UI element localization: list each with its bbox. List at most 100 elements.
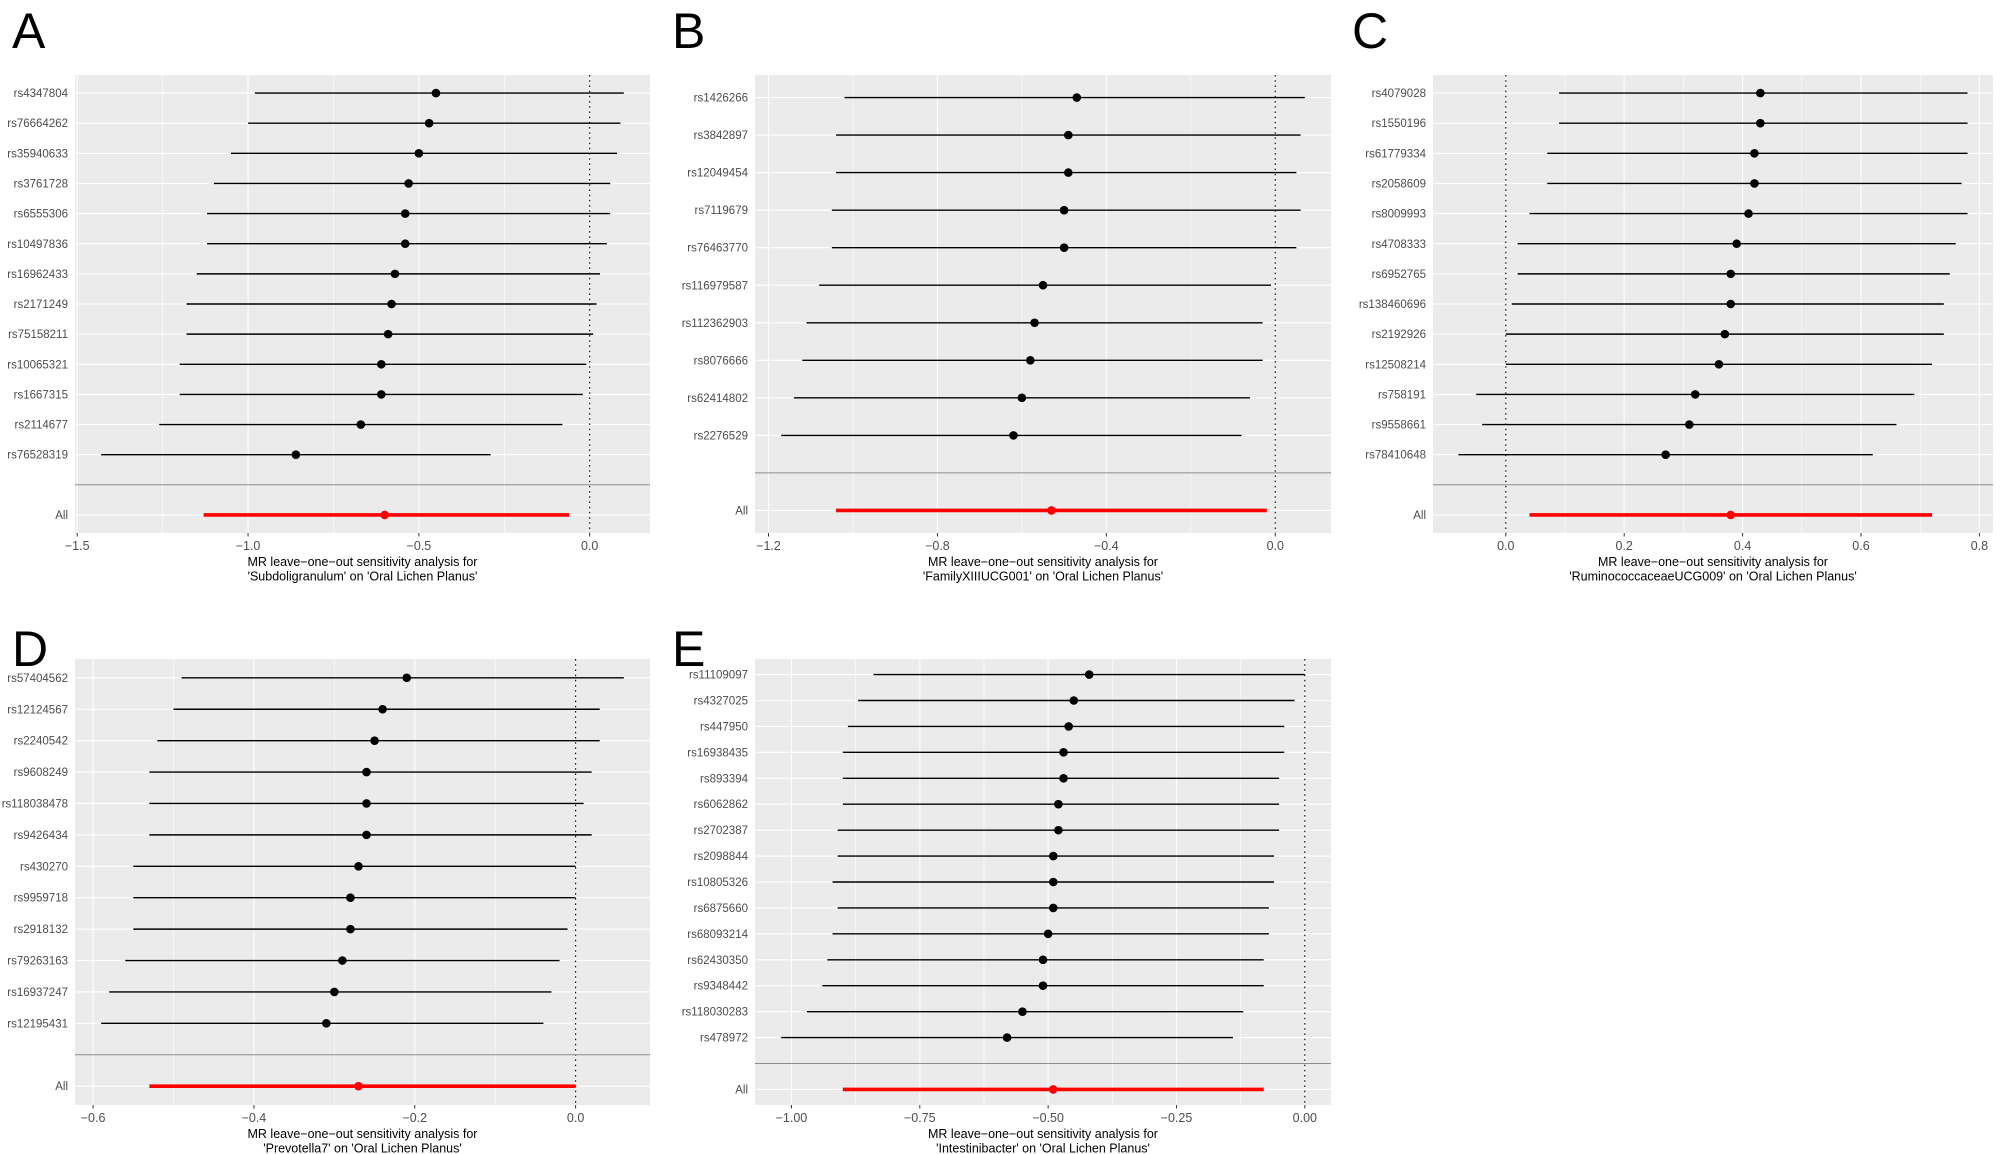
x-tick-label: −1.00 [776, 1111, 808, 1125]
snp-label: rs2240542 [14, 736, 68, 748]
snp-label: rs6555306 [14, 209, 68, 221]
snp-label: rs4708333 [1372, 239, 1426, 251]
snp-label: rs10497836 [7, 239, 68, 251]
snp-label: rs61779334 [1365, 148, 1426, 160]
snp-label: rs138460696 [1359, 299, 1426, 311]
point-estimate [1064, 722, 1073, 731]
point-estimate [414, 149, 424, 158]
snp-label: rs12508214 [1365, 359, 1426, 371]
all-label: All [55, 1081, 68, 1093]
snp-label: rs2192926 [1372, 329, 1426, 341]
x-tick-label: −0.50 [1032, 1111, 1064, 1125]
snp-label: rs10065321 [7, 359, 68, 371]
x-tick-label: −1.2 [756, 539, 781, 553]
x-tick-label: −0.8 [925, 539, 950, 553]
point-estimate [1018, 1007, 1027, 1016]
point-estimate [1726, 299, 1736, 309]
snp-label: rs68093214 [687, 929, 748, 941]
point-estimate [1732, 239, 1741, 249]
snp-label: rs35940633 [7, 148, 68, 160]
panel-background [75, 659, 650, 1105]
x-tick-label: 0.0 [1497, 539, 1514, 553]
axis-title-line2: 'RuminococcaceaeUCG009' on 'Oral Lichen … [1569, 570, 1856, 584]
point-estimate [378, 704, 387, 714]
panel-c: rs4079028 rs1550196 rs61779334 rs2058609 rs8… [1352, 3, 1993, 584]
snp-label: rs12049454 [687, 168, 748, 180]
axis-title-line2: 'Prevotella7' on 'Oral Lichen Planus' [263, 1142, 462, 1154]
snp-label: rs76664262 [7, 118, 68, 130]
point-estimate [362, 830, 371, 840]
snp-label: rs9608249 [14, 767, 68, 779]
point-estimate [1750, 149, 1759, 158]
snp-label: rs2114677 [15, 420, 69, 432]
point-estimate [1038, 280, 1048, 290]
snp-label: rs2171249 [14, 299, 68, 311]
x-tick-label: 0.0 [567, 1111, 584, 1125]
point-estimate [424, 118, 434, 128]
snp-label: rs2058609 [1372, 178, 1426, 190]
snp-label: rs16962433 [7, 269, 68, 281]
point-estimate [1054, 825, 1063, 835]
x-tick-label: 0.0 [581, 539, 598, 553]
axis-title-line1: MR leave−one−out sensitivity analysis fo… [248, 555, 478, 569]
panel-e: rs11109097 rs4327025 rs447950 rs16938435 rs8… [672, 621, 1331, 1154]
snp-label: rs9959718 [14, 893, 68, 905]
point-estimate [387, 299, 396, 309]
x-tick-label: 0.0 [1267, 539, 1284, 553]
axis-title-line1: MR leave−one−out sensitivity analysis fo… [248, 1127, 478, 1141]
panel-b: rs1426266 rs3842897 rs12049454 rs7119679 rs7… [672, 3, 1331, 584]
point-estimate [1017, 393, 1027, 403]
axis-title-line1: MR leave−one−out sensitivity analysis fo… [928, 555, 1158, 569]
snp-label: rs758191 [1378, 389, 1426, 401]
point-estimate [1690, 390, 1700, 399]
point-estimate [1038, 981, 1048, 991]
snp-label: rs8009993 [1372, 209, 1426, 221]
panel-d: rs57404562 rs12124567 rs2240542 rs9608249 rs… [2, 621, 650, 1154]
point-estimate [1043, 929, 1053, 939]
snp-label: rs79263163 [7, 956, 68, 968]
snp-label: rs447950 [700, 721, 748, 733]
all-label: All [55, 510, 68, 522]
point-estimate [431, 88, 441, 98]
point-estimate [1756, 118, 1765, 128]
x-tick-label: −1.5 [65, 539, 90, 553]
axis-title-line2: 'Subdoligranulum' on 'Oral Lichen Planus… [248, 570, 478, 584]
point-estimate [1685, 420, 1694, 429]
x-tick-label: −1.0 [236, 539, 261, 553]
snp-label: rs75158211 [8, 329, 68, 341]
snp-label: rs4079028 [1372, 88, 1426, 100]
point-estimate [1744, 209, 1753, 218]
snp-label: rs10805326 [687, 877, 748, 889]
panel-letter: B [672, 3, 705, 59]
point-estimate [354, 861, 363, 871]
point-estimate [356, 420, 366, 429]
snp-label: rs57404562 [7, 673, 68, 685]
point-estimate [1064, 130, 1073, 140]
all-point-estimate [1048, 1085, 1058, 1094]
point-estimate [1084, 670, 1094, 679]
point-estimate [1002, 1033, 1012, 1042]
x-tick-label: −0.4 [1094, 539, 1119, 553]
x-tick-label: −0.25 [1161, 1111, 1193, 1125]
x-tick-label: 0.6 [1852, 539, 1869, 553]
all-label: All [735, 1084, 748, 1096]
snp-label: rs4327025 [694, 696, 748, 708]
all-point-estimate [380, 510, 390, 520]
snp-label: rs478972 [700, 1033, 748, 1045]
snp-label: rs4347804 [14, 88, 69, 100]
point-estimate [346, 924, 355, 934]
point-estimate [1072, 93, 1082, 102]
snp-label: rs62414802 [687, 393, 748, 405]
point-estimate [383, 329, 393, 339]
point-estimate [330, 987, 339, 997]
point-estimate [362, 767, 371, 777]
snp-label: rs62430350 [687, 955, 748, 967]
all-point-estimate [354, 1081, 363, 1091]
snp-label: rs16937247 [7, 987, 68, 999]
point-estimate [1038, 955, 1048, 965]
snp-label: rs16938435 [687, 747, 748, 759]
point-estimate [370, 736, 379, 745]
point-estimate [400, 239, 410, 249]
point-estimate [1059, 243, 1069, 252]
